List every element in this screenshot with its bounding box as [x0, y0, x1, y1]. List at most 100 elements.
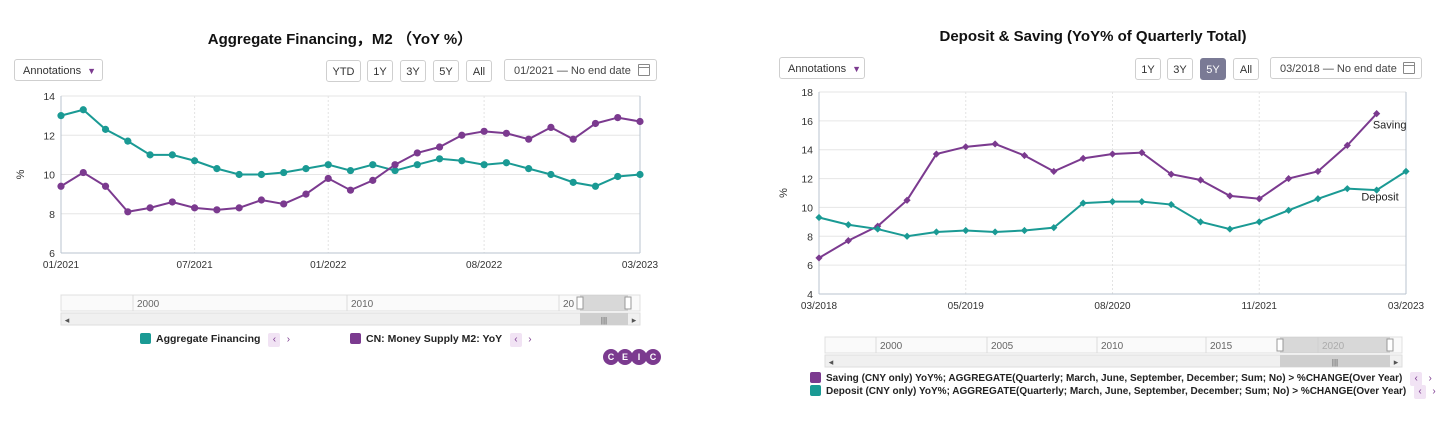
- data-point-diamond[interactable]: [933, 228, 940, 235]
- navigator-handle[interactable]: [625, 297, 631, 309]
- navigator-selection[interactable]: [1280, 337, 1390, 353]
- scrollbar-grip-icon[interactable]: |||: [1332, 358, 1338, 367]
- data-point-diamond[interactable]: [1080, 155, 1087, 162]
- data-point-diamond[interactable]: [1138, 198, 1145, 205]
- chevron-left-icon[interactable]: ‹: [510, 333, 522, 347]
- data-point[interactable]: [213, 206, 220, 213]
- data-point[interactable]: [347, 167, 354, 174]
- data-point[interactable]: [191, 157, 198, 164]
- data-point[interactable]: [169, 198, 176, 205]
- legend-item-saving[interactable]: Saving (CNY only) YoY%; AGGREGATE(Quarte…: [810, 372, 1438, 386]
- range-button-5y[interactable]: 5Y: [433, 60, 459, 82]
- chevron-left-icon[interactable]: ‹: [1410, 372, 1422, 386]
- data-point[interactable]: [57, 112, 64, 119]
- data-point[interactable]: [57, 183, 64, 190]
- data-point[interactable]: [547, 171, 554, 178]
- data-point-diamond[interactable]: [1197, 176, 1204, 183]
- legend-item-aggregate-financing[interactable]: Aggregate Financing ‹ ›: [140, 333, 296, 347]
- data-point-diamond[interactable]: [1226, 192, 1233, 199]
- data-point[interactable]: [146, 151, 153, 158]
- data-point[interactable]: [124, 138, 131, 145]
- data-point-diamond[interactable]: [962, 227, 969, 234]
- data-point[interactable]: [102, 126, 109, 133]
- data-point-diamond[interactable]: [992, 140, 999, 147]
- data-point[interactable]: [414, 149, 421, 156]
- legend-item-m2[interactable]: CN: Money Supply M2: YoY ‹ ›: [350, 333, 538, 347]
- data-point[interactable]: [102, 183, 109, 190]
- data-point[interactable]: [302, 191, 309, 198]
- calendar-icon[interactable]: [638, 64, 650, 76]
- data-point-diamond[interactable]: [1256, 218, 1263, 225]
- annotations-dropdown[interactable]: Annotations ▼: [779, 57, 865, 79]
- data-point[interactable]: [347, 187, 354, 194]
- data-point[interactable]: [325, 175, 332, 182]
- range-button-1y[interactable]: 1Y: [367, 60, 393, 82]
- chevron-right-icon[interactable]: ›: [1424, 372, 1436, 386]
- data-point[interactable]: [592, 120, 599, 127]
- data-point-diamond[interactable]: [1021, 227, 1028, 234]
- range-button-all[interactable]: All: [466, 60, 492, 82]
- range-button-1y[interactable]: 1Y: [1135, 58, 1161, 80]
- data-point-diamond[interactable]: [815, 214, 822, 221]
- data-point[interactable]: [458, 157, 465, 164]
- navigator-handle[interactable]: [1277, 339, 1283, 351]
- range-button-3y[interactable]: 3Y: [400, 60, 426, 82]
- data-point[interactable]: [302, 165, 309, 172]
- data-point[interactable]: [481, 161, 488, 168]
- data-point[interactable]: [325, 161, 332, 168]
- navigator-handle[interactable]: [1387, 339, 1393, 351]
- range-button-all[interactable]: All: [1233, 58, 1259, 80]
- data-point[interactable]: [280, 200, 287, 207]
- data-point[interactable]: [614, 114, 621, 121]
- chevron-right-icon[interactable]: ›: [1428, 385, 1440, 399]
- data-point[interactable]: [503, 130, 510, 137]
- data-point-diamond[interactable]: [1344, 185, 1351, 192]
- data-point[interactable]: [614, 173, 621, 180]
- data-point[interactable]: [146, 204, 153, 211]
- data-point[interactable]: [570, 136, 577, 143]
- data-point[interactable]: [80, 169, 87, 176]
- data-point[interactable]: [391, 161, 398, 168]
- legend-item-deposit[interactable]: Deposit (CNY only) YoY%; AGGREGATE(Quart…: [810, 385, 1442, 399]
- data-point[interactable]: [414, 161, 421, 168]
- data-point[interactable]: [481, 128, 488, 135]
- range-button-3y[interactable]: 3Y: [1167, 58, 1193, 80]
- navigator-handle[interactable]: [577, 297, 583, 309]
- data-point[interactable]: [258, 196, 265, 203]
- data-point-diamond[interactable]: [1050, 168, 1057, 175]
- data-point-diamond[interactable]: [845, 221, 852, 228]
- data-point[interactable]: [258, 171, 265, 178]
- data-point[interactable]: [124, 208, 131, 215]
- date-range-field[interactable]: 01/2021 — No end date: [504, 59, 657, 81]
- chevron-left-icon[interactable]: ‹: [268, 333, 280, 347]
- data-point-diamond[interactable]: [1109, 150, 1116, 157]
- scroll-right-icon[interactable]: ▸: [1394, 357, 1399, 367]
- range-button-ytd[interactable]: YTD: [326, 60, 361, 82]
- data-point[interactable]: [525, 136, 532, 143]
- data-point[interactable]: [280, 169, 287, 176]
- data-point[interactable]: [436, 143, 443, 150]
- chevron-right-icon[interactable]: ›: [524, 333, 536, 347]
- data-point[interactable]: [191, 204, 198, 211]
- data-point[interactable]: [636, 118, 643, 125]
- data-point[interactable]: [369, 177, 376, 184]
- data-point-diamond[interactable]: [1021, 152, 1028, 159]
- data-point[interactable]: [369, 161, 376, 168]
- data-point[interactable]: [525, 165, 532, 172]
- chevron-left-icon[interactable]: ‹: [1414, 385, 1426, 399]
- scroll-left-icon[interactable]: ◂: [829, 357, 834, 367]
- date-range-field[interactable]: 03/2018 — No end date: [1270, 57, 1422, 79]
- data-point[interactable]: [547, 124, 554, 131]
- data-point[interactable]: [636, 171, 643, 178]
- data-point[interactable]: [503, 159, 510, 166]
- data-point-diamond[interactable]: [1109, 198, 1116, 205]
- data-point[interactable]: [592, 183, 599, 190]
- data-point[interactable]: [236, 204, 243, 211]
- chevron-right-icon[interactable]: ›: [282, 333, 294, 347]
- data-point[interactable]: [169, 151, 176, 158]
- data-point[interactable]: [236, 171, 243, 178]
- scroll-left-icon[interactable]: ◂: [65, 315, 70, 325]
- data-point[interactable]: [80, 106, 87, 113]
- navigator-selection[interactable]: [580, 295, 628, 311]
- data-point-diamond[interactable]: [1226, 225, 1233, 232]
